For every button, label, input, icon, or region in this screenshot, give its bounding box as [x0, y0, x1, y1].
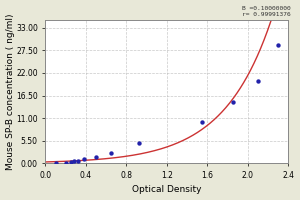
Text: B =0.10000000
r= 0.99991376: B =0.10000000 r= 0.99991376 — [242, 6, 291, 17]
Point — [82, 158, 86, 161]
Point — [200, 121, 205, 124]
Point — [109, 151, 114, 155]
Point — [71, 160, 76, 163]
X-axis label: Optical Density: Optical Density — [132, 185, 202, 194]
Point — [94, 155, 98, 158]
Y-axis label: Mouse SP-B concentration ( ng/ml): Mouse SP-B concentration ( ng/ml) — [6, 13, 15, 170]
Point — [63, 161, 68, 164]
Point — [276, 44, 281, 47]
Point — [68, 160, 73, 164]
Point — [53, 162, 58, 165]
Point — [76, 159, 80, 162]
Point — [256, 80, 260, 83]
Point — [230, 100, 235, 103]
Point — [136, 141, 141, 144]
